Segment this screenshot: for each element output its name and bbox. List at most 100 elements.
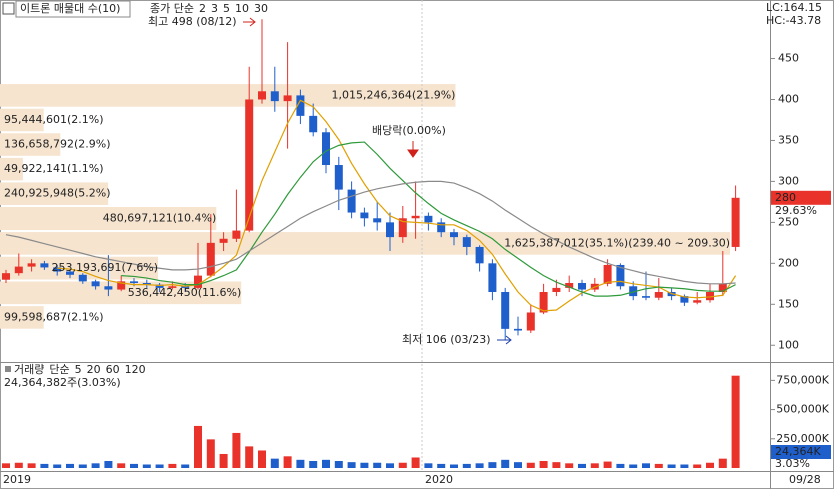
- profile-label: 99,598,687(2.1%): [4, 310, 104, 323]
- profile-band: [0, 206, 217, 231]
- y-tick-label: 400: [778, 92, 799, 105]
- volume-bar: [334, 460, 343, 468]
- volume-bar: [66, 463, 74, 468]
- candle-body: [680, 296, 689, 303]
- profile-band: [0, 232, 730, 255]
- candle-body: [296, 95, 305, 116]
- candle-body: [488, 263, 497, 293]
- candle-body: [616, 264, 625, 287]
- candle-body: [258, 91, 266, 100]
- profile-label: 95,444,601(2.1%): [4, 113, 104, 126]
- candle-body: [168, 286, 177, 288]
- legend-item: 5: [75, 363, 82, 376]
- volume-bar: [718, 458, 727, 468]
- ma-label: 종가 단순: [150, 2, 194, 15]
- candle-body: [104, 286, 113, 290]
- candle-body: [322, 132, 330, 166]
- hc-label: HC:-43.78: [766, 14, 821, 27]
- volume-bar: [501, 459, 510, 468]
- volume-bar: [642, 463, 650, 468]
- candle-body: [501, 292, 510, 329]
- profile-band: [0, 84, 456, 107]
- candle-body: [219, 238, 228, 243]
- candle-body: [450, 232, 458, 238]
- profile-label: 1,015,246,364(21.9%): [331, 88, 455, 101]
- candle-body: [194, 275, 202, 288]
- volume-label: 24,364,382주(3.03%): [4, 376, 121, 389]
- volume-bar: [590, 463, 599, 468]
- volume-bar: [360, 462, 369, 468]
- ma-line: [57, 99, 737, 312]
- y-tick-label: 200: [778, 256, 799, 269]
- y-tick-label: 450: [778, 52, 799, 65]
- profile-label: 480,697,121(10.4%): [103, 212, 217, 225]
- candle-body: [142, 282, 151, 285]
- volume-bar: [654, 463, 663, 468]
- volume-bar: [706, 462, 714, 468]
- candle-body: [526, 312, 535, 331]
- candle-body: [40, 263, 49, 268]
- candle-body: [78, 274, 87, 282]
- candle-body: [309, 115, 318, 133]
- candle-body: [386, 222, 394, 238]
- volume-bar: [437, 463, 446, 468]
- volume-bar: [667, 464, 676, 468]
- volume-bar: [488, 462, 497, 468]
- candle-body: [232, 230, 241, 239]
- candle-body: [270, 91, 279, 102]
- volume-bar: [411, 457, 420, 468]
- candle-body: [462, 237, 471, 247]
- candle-body: [334, 165, 343, 190]
- volume-bar: [373, 462, 382, 468]
- ma-line: [121, 141, 736, 297]
- profile-band: [0, 108, 44, 132]
- volume-title: 거래량: [14, 363, 44, 376]
- volume-bar: [232, 432, 241, 468]
- y-tick-label: 100: [778, 338, 799, 351]
- profile-band: [0, 157, 23, 181]
- volume-bar: [731, 375, 740, 468]
- volume-bar: [219, 453, 228, 468]
- x-tick-label: 2019: [3, 473, 31, 486]
- candle-body: [514, 328, 522, 331]
- candle-body: [347, 189, 356, 213]
- candle-body: [642, 296, 650, 298]
- volume-icon: [5, 366, 11, 372]
- y-tick-label: 300: [778, 174, 799, 187]
- volume-bar: [181, 464, 190, 468]
- profile-label: 253,193,691(7.6%): [52, 261, 159, 274]
- volume-bar: [206, 439, 215, 468]
- last-date: 09/28: [789, 473, 821, 486]
- volume-bar: [258, 450, 266, 468]
- volume-bar: [526, 462, 535, 468]
- volume-bar: [552, 462, 561, 468]
- candle-body: [603, 264, 612, 284]
- volume-bar: [14, 462, 23, 468]
- min-arrow: [497, 335, 512, 345]
- volume-bar: [78, 464, 87, 468]
- dividend-arrow: [407, 141, 419, 158]
- panel-icon[interactable]: [2, 2, 15, 15]
- volume-bar: [117, 463, 126, 468]
- last-price: 280: [775, 191, 796, 204]
- legend-item: 3: [211, 2, 218, 15]
- max-arrow: [243, 17, 256, 27]
- y-tick-label: 350: [778, 133, 799, 146]
- candle-body: [181, 286, 190, 288]
- candle-body: [360, 212, 369, 219]
- candle-body: [424, 215, 433, 223]
- candle-body: [654, 292, 663, 298]
- candle-body: [718, 283, 727, 293]
- candle-body: [53, 267, 62, 272]
- volume-bar: [168, 463, 177, 468]
- profile-label: 1,625,387,012(35.1%)(239.40 ~ 209.30): [504, 236, 730, 249]
- candle-body: [475, 246, 484, 264]
- candle-body: [565, 282, 574, 288]
- legend-item: 30: [254, 2, 268, 15]
- volume-bar: [424, 463, 433, 468]
- volume-bar: [194, 425, 202, 468]
- volume-bar: [142, 464, 151, 468]
- legend-item: 120: [125, 363, 146, 376]
- legend-item: 60: [106, 363, 120, 376]
